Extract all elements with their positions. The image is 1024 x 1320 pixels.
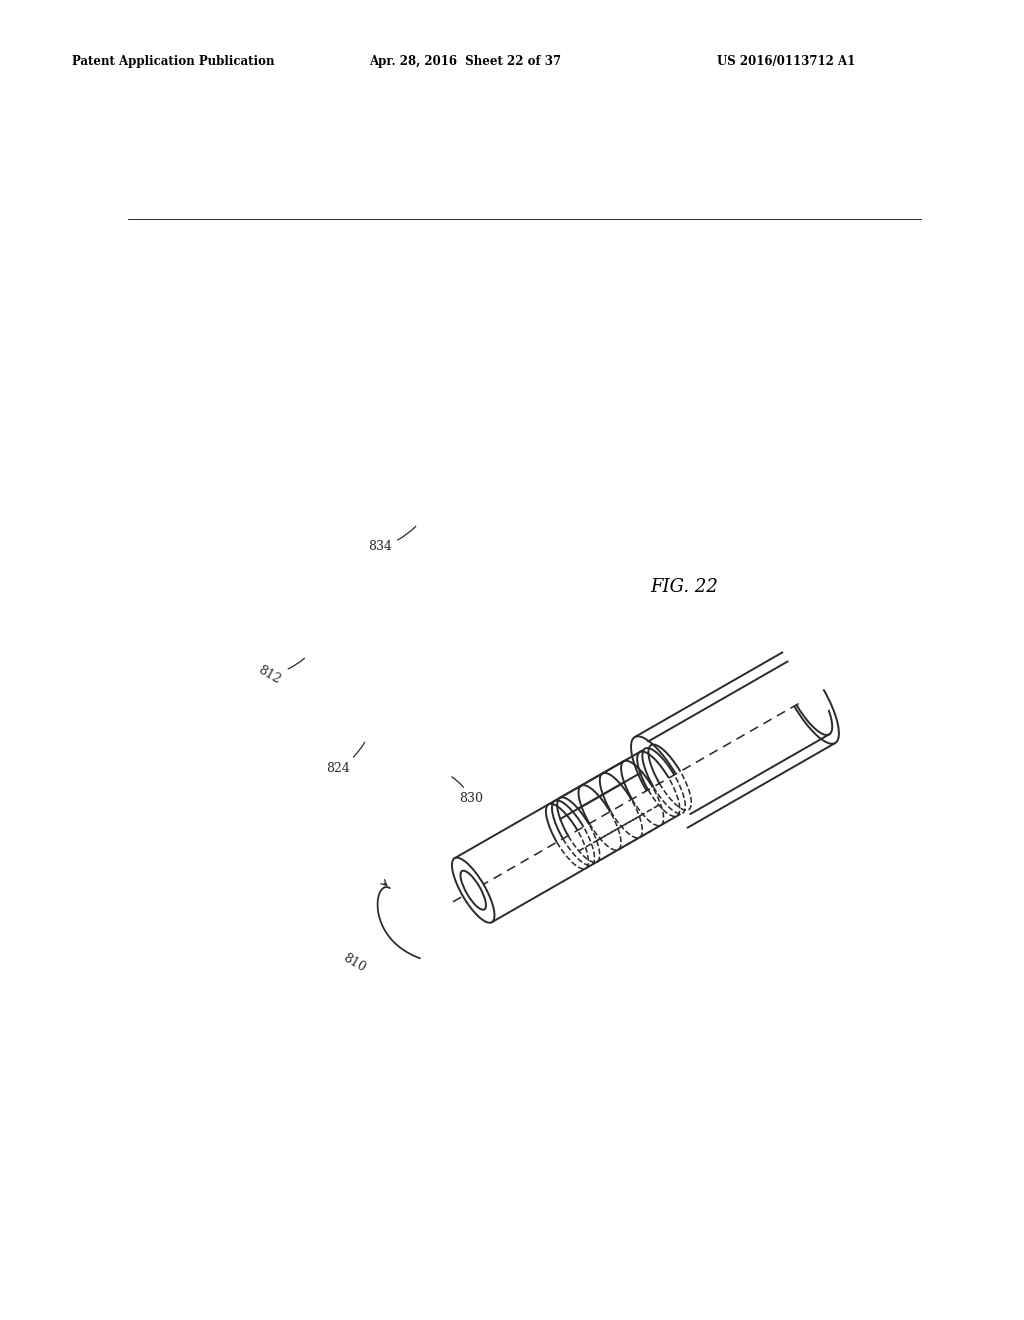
Text: Apr. 28, 2016  Sheet 22 of 37: Apr. 28, 2016 Sheet 22 of 37 — [369, 55, 561, 69]
Text: 830: 830 — [452, 777, 483, 805]
Ellipse shape — [461, 871, 486, 909]
Text: Patent Application Publication: Patent Application Publication — [72, 55, 274, 69]
Text: 810: 810 — [341, 952, 368, 975]
Ellipse shape — [452, 858, 495, 923]
Text: 824: 824 — [327, 742, 365, 775]
Text: US 2016/0113712 A1: US 2016/0113712 A1 — [717, 55, 855, 69]
Text: FIG. 22: FIG. 22 — [650, 578, 718, 597]
Text: 812: 812 — [256, 659, 304, 686]
Text: 834: 834 — [369, 527, 416, 553]
